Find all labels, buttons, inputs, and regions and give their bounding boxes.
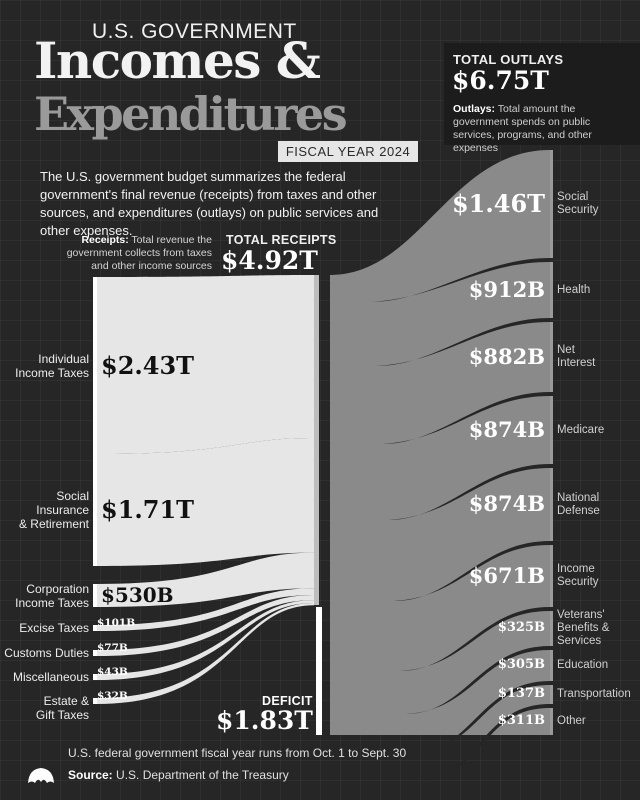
source-value-customs-duties: $77B — [97, 642, 128, 654]
source-label-estate-gift-taxes: Estate & Gift Taxes — [35, 694, 89, 722]
total-outlays-kicker: TOTAL OUTLAYS — [453, 52, 564, 67]
outlay-value-transportation: $137B — [497, 686, 545, 702]
source-label-corporation-income-taxes: Corporation Income Taxes — [15, 581, 89, 610]
outlay-node-health — [550, 262, 553, 318]
deficit-node — [316, 607, 322, 735]
source-node-social-insurance-retirement — [93, 454, 97, 566]
deficit-kicker: DEFICIT — [262, 694, 313, 708]
receipt-link-customs-duties — [97, 595, 314, 656]
outlay-value-education: $305B — [497, 657, 545, 673]
receipts-desc-bold: Receipts: — [81, 234, 129, 246]
source-text: U.S. Department of the Treasury — [112, 768, 289, 782]
outlay-label-medicare: Medicare — [557, 423, 605, 436]
outlay-label-transportation: Transportation — [557, 688, 631, 700]
outlay-gap-5 — [394, 541, 550, 601]
outlay-gap-6 — [400, 607, 550, 671]
title-line-2: Expenditures — [34, 87, 348, 141]
outlay-label-social-security: Social Security — [557, 191, 599, 216]
outlay-node-medicare — [550, 396, 553, 464]
receipt-link-excise-taxes — [97, 588, 314, 631]
receipts-description: Receipts: Total revenue the government c… — [66, 234, 212, 273]
outlays-desc-bold: Outlays: — [453, 103, 496, 115]
outlay-value-net-interest: $882B — [468, 343, 545, 369]
total-outlays-value: $6.75T — [452, 66, 549, 95]
source-label-excise-taxes: Excise Taxes — [19, 621, 89, 635]
source-node-individual-income-taxes — [93, 277, 97, 454]
deficit-value: $1.83T — [216, 706, 313, 735]
receipt-link-corporation-income-taxes — [97, 552, 314, 607]
total-receipts-value: $4.92T — [221, 246, 318, 275]
source-value-individual-income-taxes: $2.43T — [101, 350, 195, 380]
fiscal-year-badge: FISCAL YEAR 2024 — [278, 141, 418, 162]
kicker: U.S. GOVERNMENT — [92, 20, 297, 43]
outlay-value-health: $912B — [468, 276, 545, 302]
total-receipts-node — [314, 275, 319, 605]
receipt-links — [97, 275, 314, 704]
outlay-links — [330, 150, 550, 780]
outlay-value-veterans-benefits-services: $325B — [497, 620, 545, 636]
outlay-node-education — [550, 650, 553, 681]
outlay-gap-7 — [406, 646, 550, 714]
receipts-desc-text: Total revenue the government collects fr… — [66, 234, 212, 272]
chart-nodes — [93, 150, 553, 735]
outlay-label-income-security: Income Security — [557, 563, 599, 588]
source-label-individual-income-taxes: Individual Income Taxes — [15, 351, 89, 380]
outlays-desc-text: Total amount the government spends on pu… — [453, 103, 592, 154]
source-node-estate-gift-taxes — [93, 698, 97, 704]
outlay-node-social-security — [550, 150, 553, 258]
intro-text: The U.S. government budget summarizes th… — [40, 169, 379, 238]
outlay-node-veterans-benefits-services — [550, 611, 553, 646]
outlay-value-other: $311B — [497, 713, 545, 729]
visual-capitalist-logo-icon — [28, 768, 54, 783]
source-value-excise-taxes: $101B — [97, 617, 136, 629]
outlay-label-other: Other — [557, 715, 586, 727]
source-value-miscellaneous: $43B — [97, 666, 128, 678]
title-line-1: Incomes & — [34, 31, 321, 90]
outlay-value-medicare: $874B — [468, 416, 545, 442]
source-value-social-insurance-retirement: $1.71T — [101, 495, 195, 524]
outlay-gap-2 — [376, 318, 550, 366]
outlay-node-transportation — [550, 685, 553, 704]
outlay-gap-4 — [388, 464, 550, 520]
fiscal-year-note: U.S. federal government fiscal year runs… — [68, 746, 407, 760]
outlay-label-net-interest: Net Interest — [557, 344, 596, 369]
outlay-label-health: Health — [557, 283, 591, 296]
outlays-flow-body — [330, 150, 550, 735]
outlay-node-net-interest — [550, 322, 553, 392]
receipt-link-individual-income-taxes — [97, 275, 314, 454]
receipt-link-social-insurance-retirement — [97, 437, 314, 566]
source-node-miscellaneous — [93, 674, 97, 680]
outlay-gap-8 — [412, 681, 550, 753]
source-line: Source: U.S. Department of the Treasury — [68, 768, 289, 782]
source-label-customs-duties: Customs Duties — [4, 646, 89, 660]
outlay-gap-1 — [370, 258, 550, 302]
outlay-node-income-security — [550, 545, 553, 607]
outlays-description: Outlays: Total amount the government spe… — [453, 103, 633, 155]
outlay-gap-9 — [418, 704, 550, 780]
total-receipts-kicker: TOTAL RECEIPTS — [226, 233, 337, 247]
outlay-label-national-defense: National Defense — [557, 491, 600, 517]
source-label-miscellaneous: Miscellaneous — [12, 670, 89, 684]
source-node-customs-duties — [93, 650, 97, 656]
outlay-node-national-defense — [550, 468, 553, 541]
source-value-corporation-income-taxes: $530B — [101, 582, 174, 607]
source-value-estate-gift-taxes: $32B — [97, 690, 128, 702]
source-label-social-insurance-retirement: Social Insurance & Retirement — [18, 489, 89, 531]
outlay-value-social-security: $1.46T — [451, 189, 545, 219]
receipt-link-miscellaneous — [97, 600, 314, 680]
total-outlays-box — [444, 43, 640, 145]
outlay-value-national-defense: $874B — [468, 491, 545, 517]
outlay-gap-3 — [382, 392, 550, 444]
source-node-excise-taxes — [93, 625, 97, 631]
source-label: Source: — [68, 768, 113, 782]
outlay-value-income-security: $671B — [468, 562, 545, 588]
outlay-label-education: Education — [557, 659, 609, 671]
outlay-node-other — [550, 708, 553, 735]
source-node-corporation-income-taxes — [93, 584, 97, 607]
outlay-label-veterans-benefits-services: Veterans' Benefits & Services — [557, 609, 610, 647]
